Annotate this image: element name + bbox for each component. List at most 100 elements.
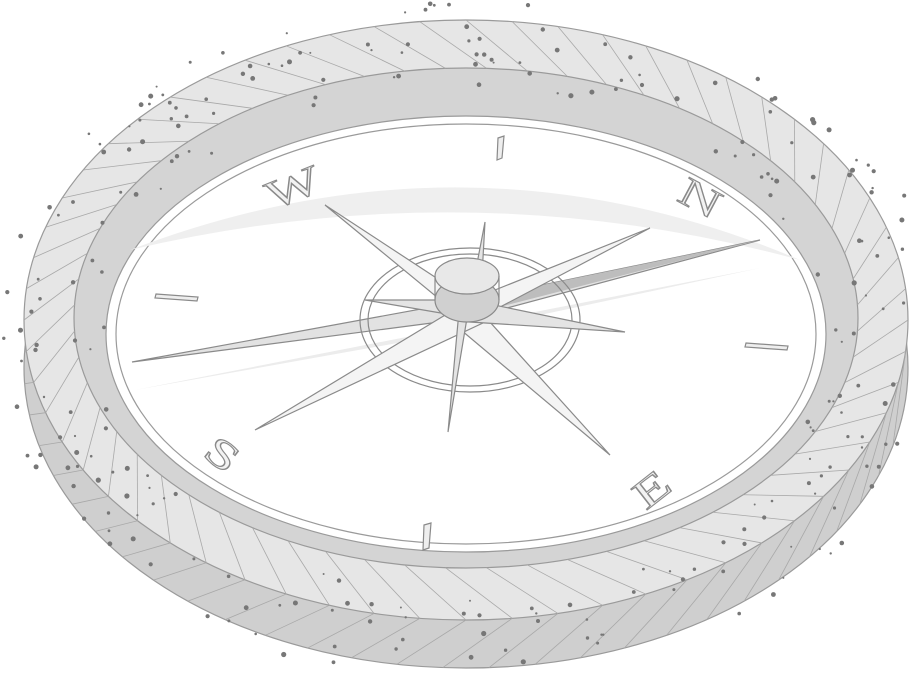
particle xyxy=(755,76,760,82)
particle xyxy=(826,127,832,133)
particle xyxy=(815,272,820,277)
tick xyxy=(154,293,199,302)
particle xyxy=(68,410,73,414)
particle xyxy=(887,236,891,239)
particle xyxy=(173,491,178,497)
particle xyxy=(2,336,6,340)
particle xyxy=(467,39,471,43)
facet-line xyxy=(24,351,27,353)
facet-line xyxy=(38,441,63,447)
particle xyxy=(871,186,874,190)
facet-line xyxy=(187,579,246,602)
facet-line xyxy=(153,562,207,581)
particle xyxy=(600,633,603,636)
particle xyxy=(33,464,39,470)
particle xyxy=(828,465,832,469)
particle xyxy=(721,569,726,574)
particle xyxy=(860,435,864,439)
facet-line xyxy=(878,382,899,476)
particle xyxy=(187,150,191,153)
particle xyxy=(865,464,869,468)
particle xyxy=(400,51,404,54)
particle xyxy=(427,1,433,7)
particle xyxy=(311,103,316,108)
particle xyxy=(882,401,888,406)
particle xyxy=(840,340,843,343)
facet-line xyxy=(666,562,727,636)
particle xyxy=(167,100,172,105)
particle xyxy=(461,611,466,616)
facet-line xyxy=(580,593,647,659)
facet-line xyxy=(307,613,375,649)
particle xyxy=(336,578,342,583)
particle xyxy=(866,163,870,167)
particle xyxy=(806,481,811,486)
particle xyxy=(133,192,139,197)
particle xyxy=(850,167,855,173)
facet-line xyxy=(809,469,850,557)
particle xyxy=(103,426,108,431)
facet-line xyxy=(225,593,287,620)
particle xyxy=(642,567,645,571)
particle xyxy=(298,50,302,55)
particle xyxy=(814,492,817,495)
particle xyxy=(810,174,816,180)
particle xyxy=(130,536,136,542)
particle xyxy=(740,139,745,145)
particle xyxy=(73,434,77,438)
particle xyxy=(832,400,835,403)
particle xyxy=(712,80,718,86)
particle xyxy=(90,258,95,263)
particle xyxy=(818,547,821,551)
particle xyxy=(87,132,91,136)
particle xyxy=(768,110,773,114)
particle xyxy=(138,118,142,122)
particle xyxy=(476,82,482,87)
particle xyxy=(243,605,249,611)
facet-line xyxy=(557,26,607,85)
facet-line xyxy=(33,228,101,258)
particle xyxy=(638,73,641,77)
facet-line xyxy=(33,330,75,383)
particle xyxy=(155,85,158,88)
facet-line xyxy=(645,45,680,109)
particle xyxy=(226,574,231,579)
compass-ring xyxy=(23,19,909,669)
particle xyxy=(151,502,155,506)
particle xyxy=(790,545,793,548)
facet-line xyxy=(419,21,487,69)
particle xyxy=(394,647,398,651)
particle xyxy=(126,147,132,152)
particle xyxy=(503,648,508,652)
particle xyxy=(808,457,812,460)
particle xyxy=(585,636,590,640)
particle xyxy=(692,567,697,571)
particle xyxy=(869,484,875,489)
compass-rose xyxy=(254,204,651,456)
particle xyxy=(847,172,852,178)
particle xyxy=(280,64,284,67)
facet-line xyxy=(859,412,887,505)
particle xyxy=(100,220,105,225)
facet-line xyxy=(137,118,220,125)
facet-line xyxy=(72,495,109,505)
facet-line xyxy=(108,431,118,497)
particle xyxy=(603,42,608,47)
particle xyxy=(212,111,216,115)
particle xyxy=(204,97,208,101)
particle xyxy=(568,93,574,99)
particle xyxy=(292,600,298,606)
particle xyxy=(119,190,123,194)
particle xyxy=(148,93,154,99)
particle xyxy=(759,175,764,179)
particle xyxy=(423,7,428,12)
particle xyxy=(227,619,231,623)
particle xyxy=(250,76,256,81)
particle xyxy=(29,309,34,314)
particle xyxy=(330,608,334,612)
particle xyxy=(210,151,214,155)
particle xyxy=(481,630,487,637)
particle xyxy=(188,60,192,64)
particle xyxy=(174,106,178,110)
particle xyxy=(766,172,770,176)
